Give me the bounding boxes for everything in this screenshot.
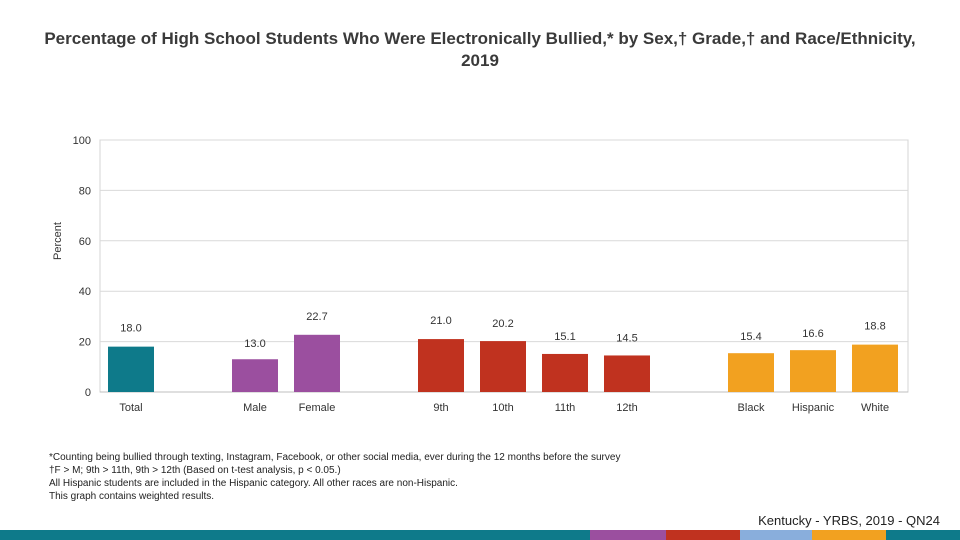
- footer-color-stripe: [0, 530, 960, 540]
- x-label-10th: 10th: [492, 402, 513, 414]
- value-label-hispanic: 16.6: [802, 328, 823, 340]
- x-label-12th: 12th: [616, 402, 637, 414]
- bar-female: [294, 334, 340, 392]
- stripe-segment-2: [590, 530, 666, 540]
- footnote-4: This graph contains weighted results.: [49, 491, 215, 502]
- y-tick-80: 80: [79, 185, 91, 197]
- x-label-9th: 9th: [433, 402, 448, 414]
- y-tick-60: 60: [79, 236, 91, 248]
- value-label-male: 13.0: [244, 338, 265, 350]
- bar-total: [108, 346, 154, 392]
- footnote-3: All Hispanic students are included in th…: [49, 478, 458, 489]
- y-tick-40: 40: [79, 286, 91, 298]
- source-label: Kentucky - YRBS, 2019 - QN24: [758, 513, 940, 528]
- x-label-male: Male: [243, 402, 267, 414]
- x-label-black: Black: [738, 402, 765, 414]
- y-tick-20: 20: [79, 337, 91, 349]
- stripe-segment-1: [0, 530, 590, 540]
- bar-black: [728, 353, 774, 392]
- value-label-female: 22.7: [306, 311, 327, 323]
- x-label-white: White: [861, 402, 889, 414]
- stripe-segment-3: [666, 530, 740, 540]
- y-axis-label: Percent: [52, 222, 64, 260]
- bar-male: [232, 359, 278, 392]
- value-label-11th: 15.1: [554, 331, 575, 343]
- x-label-total: Total: [119, 402, 142, 414]
- bar-white: [852, 344, 898, 392]
- chart-title: Percentage of High School Students Who W…: [44, 29, 916, 70]
- footnotes: *Counting being bullied through texting,…: [49, 451, 620, 503]
- value-labels: 18.0 13.0 22.7 21.0 20.2 15.1 14.5 15.4 16.6 18.8: [120, 311, 885, 350]
- x-label-female: Female: [299, 402, 336, 414]
- stripe-segment-4: [740, 530, 812, 540]
- bar-hispanic: [790, 350, 836, 392]
- bar-12th: [604, 355, 650, 392]
- value-label-total: 18.0: [120, 323, 141, 335]
- stripe-segment-5: [812, 530, 886, 540]
- y-tick-0: 0: [85, 387, 91, 399]
- bar-chart: 0 20 40 60 80 100 Percent 18.0 13.0 22.7 21.0 20.…: [52, 135, 909, 414]
- x-label-hispanic: Hispanic: [792, 402, 835, 414]
- x-tick-labels: Total Male Female 9th 10th 11th 12th Black Hispa…: [119, 402, 889, 414]
- value-label-9th: 21.0: [430, 315, 451, 327]
- footnote-1: *Counting being bullied through texting,…: [49, 452, 621, 463]
- stripe-segment-6: [886, 530, 960, 540]
- value-label-white: 18.8: [864, 321, 885, 333]
- x-label-11th: 11th: [555, 402, 576, 414]
- value-label-12th: 14.5: [616, 332, 637, 344]
- y-tick-labels: 0 20 40 60 80 100: [73, 135, 91, 399]
- value-label-black: 15.4: [740, 331, 761, 343]
- bars: [108, 334, 898, 392]
- bar-9th: [418, 339, 464, 392]
- y-tick-100: 100: [73, 135, 91, 147]
- value-label-10th: 20.2: [492, 318, 513, 330]
- bar-11th: [542, 353, 588, 392]
- footnote-2: †F > M; 9th > 11th, 9th > 12th (Based on…: [49, 465, 341, 476]
- bar-10th: [480, 341, 526, 392]
